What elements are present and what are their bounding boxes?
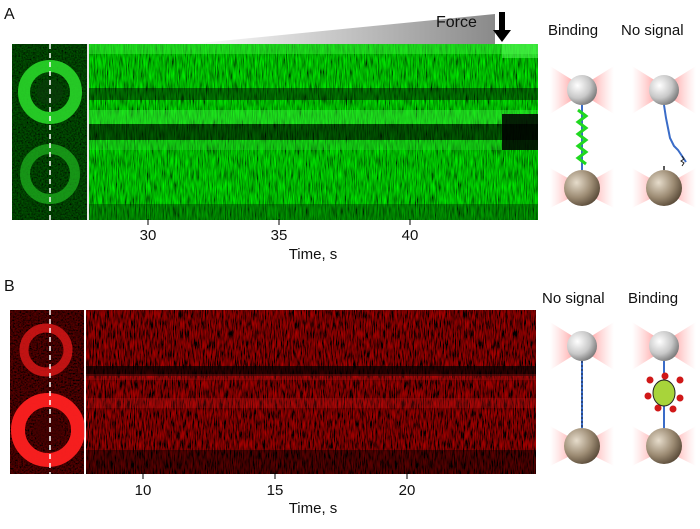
- brown-bead-icon: [564, 170, 600, 206]
- silver-bead-icon: [649, 331, 679, 361]
- no-signal-diagram: [632, 66, 696, 208]
- panel-b-image: [10, 310, 536, 474]
- silver-bead-icon: [567, 75, 597, 105]
- panel-a-letter: A: [4, 6, 15, 23]
- panel-a-tick-marks: [147, 219, 411, 225]
- panel-b-kymograph: [86, 310, 536, 474]
- panel-b-tick-marks: [142, 473, 408, 479]
- panel-b-tick-label: 20: [398, 482, 416, 499]
- panel-a-diagram-label: No signal: [621, 22, 684, 39]
- binding-diagram: [632, 322, 696, 466]
- panel-b-tick-label: 15: [266, 482, 284, 499]
- silver-bead-icon: [649, 75, 679, 105]
- silver-bead-icon: [567, 331, 597, 361]
- panel-b-letter: B: [4, 278, 15, 295]
- force-gradient-wedge: [190, 12, 511, 44]
- panel-a-tweezers-diagrams: [550, 66, 696, 208]
- brown-bead-icon: [646, 428, 682, 464]
- panel-b-tweezers-diagrams: [550, 322, 696, 466]
- panel-b-axis-title: Time, s: [288, 500, 338, 517]
- panel-a-tick-label: 40: [401, 227, 419, 244]
- brown-bead-icon: [646, 170, 682, 206]
- force-label: Force: [436, 14, 477, 31]
- panel-a-tick-label: 30: [139, 227, 157, 244]
- panel-b-bead-image: [10, 310, 85, 474]
- no-signal-diagram: [550, 322, 614, 466]
- panel-a-kymograph: [89, 44, 538, 220]
- brown-bead-icon: [564, 428, 600, 464]
- panel-a-tick-label: 35: [270, 227, 288, 244]
- panel-a-diagram-label: Binding: [548, 22, 599, 39]
- binding-diagram: [550, 66, 614, 208]
- bound-protein-icon: [644, 372, 684, 413]
- panel-a-image: [12, 44, 538, 220]
- panel-b-tick-label: 10: [134, 482, 152, 499]
- panel-b-diagram-label: No signal: [542, 290, 605, 307]
- force-arrow-icon: [493, 12, 511, 42]
- panel-a-axis-title: Time, s: [288, 246, 338, 263]
- panel-b-diagram-label: Binding: [628, 290, 679, 307]
- panel-a-bead-image: [12, 44, 87, 220]
